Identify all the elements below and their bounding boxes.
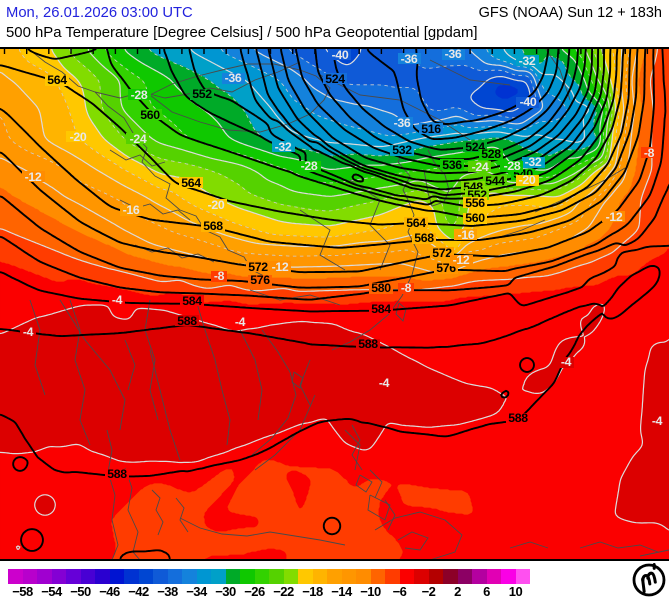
svg-text:-4: -4 [23, 325, 34, 339]
svg-text:528: 528 [481, 147, 501, 161]
svg-text:-36: -36 [225, 71, 242, 85]
svg-text:-16: -16 [458, 228, 475, 242]
svg-text:588: 588 [107, 467, 127, 481]
svg-text:556: 556 [465, 196, 485, 210]
svg-text:572: 572 [432, 246, 452, 260]
svg-text:-12: -12 [606, 210, 623, 224]
svg-text:-36: -36 [394, 116, 411, 130]
svg-text:-28: -28 [301, 159, 318, 173]
svg-text:560: 560 [140, 108, 160, 122]
svg-text:-4: -4 [561, 355, 572, 369]
svg-text:-24: -24 [130, 132, 147, 146]
svg-text:564: 564 [406, 216, 426, 230]
svg-text:-32: -32 [525, 155, 542, 169]
svg-text:564: 564 [181, 176, 201, 190]
svg-text:-12: -12 [25, 170, 42, 184]
svg-text:560: 560 [465, 211, 485, 225]
svg-text:-12: -12 [453, 253, 470, 267]
svg-text:-20: -20 [70, 130, 87, 144]
svg-text:-32: -32 [519, 54, 536, 68]
svg-text:-28: -28 [131, 88, 148, 102]
svg-text:544: 544 [485, 174, 505, 188]
svg-text:524: 524 [325, 72, 345, 86]
svg-text:572: 572 [248, 260, 268, 274]
svg-text:584: 584 [182, 294, 202, 308]
svg-text:-16: -16 [123, 203, 140, 217]
svg-text:-32: -32 [275, 140, 292, 154]
svg-text:-20: -20 [519, 173, 536, 187]
svg-text:-8: -8 [401, 281, 412, 295]
svg-text:584: 584 [371, 302, 391, 316]
svg-text:-28: -28 [504, 159, 521, 173]
svg-text:516: 516 [421, 122, 441, 136]
svg-text:536: 536 [442, 158, 462, 172]
svg-text:568: 568 [203, 219, 223, 233]
svg-text:-8: -8 [214, 269, 225, 283]
svg-text:-4: -4 [379, 376, 390, 390]
svg-text:564: 564 [47, 73, 67, 87]
svg-text:580: 580 [371, 281, 391, 295]
svg-text:576: 576 [250, 273, 270, 287]
svg-text:-4: -4 [652, 414, 663, 428]
svg-text:-8: -8 [644, 146, 655, 160]
svg-text:-36: -36 [445, 49, 462, 61]
svg-text:-4: -4 [235, 315, 246, 329]
svg-text:-40: -40 [332, 49, 349, 62]
svg-text:588: 588 [177, 314, 197, 328]
svg-text:-4: -4 [112, 293, 123, 307]
svg-text:552: 552 [192, 87, 212, 101]
svg-text:-40: -40 [520, 95, 537, 109]
svg-text:-24: -24 [472, 160, 489, 174]
svg-text:588: 588 [508, 411, 528, 425]
svg-text:-36: -36 [401, 52, 418, 66]
svg-text:-12: -12 [272, 260, 289, 274]
svg-text:-20: -20 [208, 198, 225, 212]
svg-text:588: 588 [358, 337, 378, 351]
svg-text:568: 568 [414, 231, 434, 245]
svg-text:532: 532 [392, 143, 412, 157]
